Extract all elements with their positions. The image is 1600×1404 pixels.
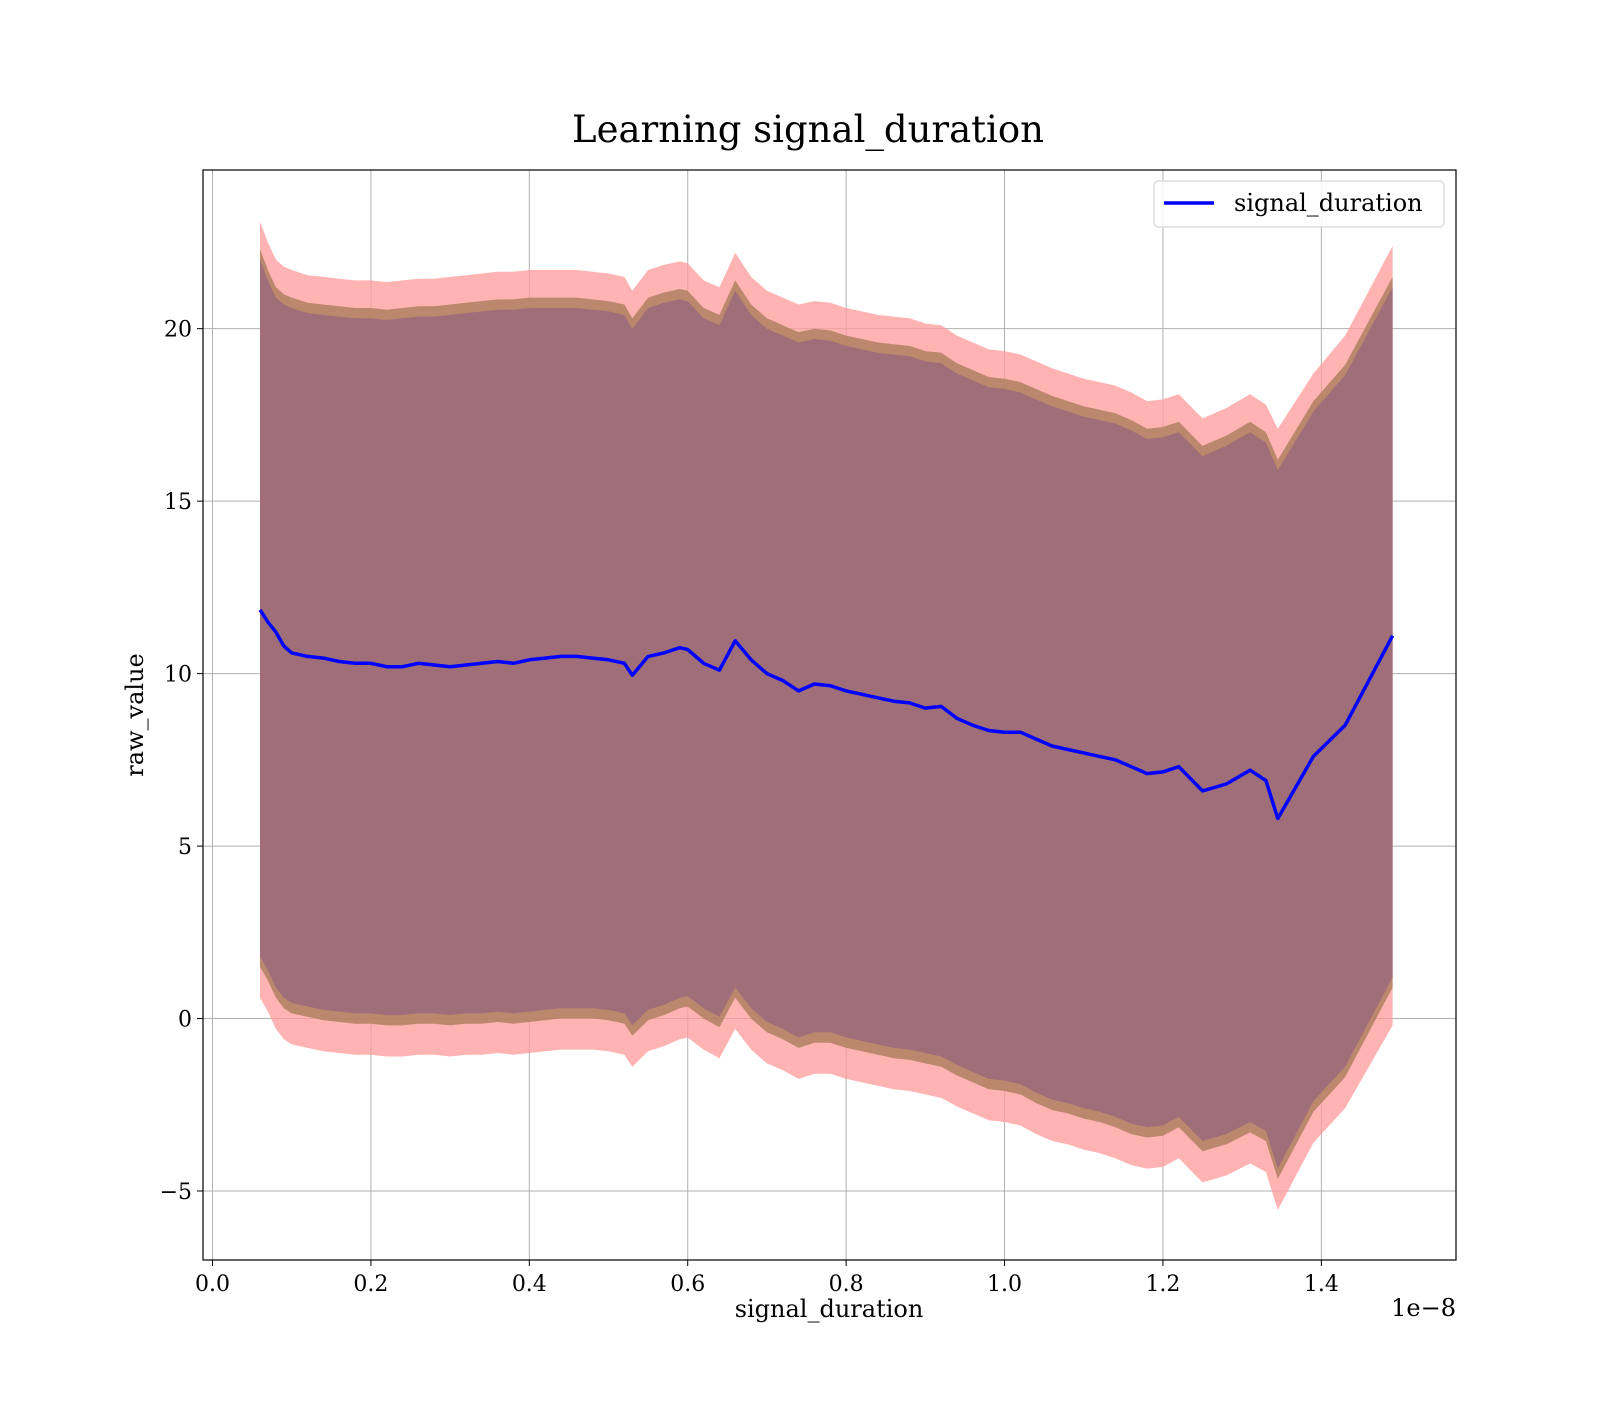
- x-tick-label: 0.0: [195, 1272, 230, 1297]
- confidence-bands: [260, 221, 1393, 1210]
- y-axis-ticks: −5 0 5 10 15 20: [160, 318, 203, 1205]
- y-tick-label: 15: [164, 490, 192, 515]
- y-tick-label: −5: [160, 1180, 192, 1205]
- legend-box: [1153, 180, 1445, 228]
- x-tick-label: 1.0: [987, 1272, 1022, 1297]
- series-lines: [258, 608, 1395, 821]
- y-tick-label: 10: [164, 663, 192, 688]
- legend-label: signal_duration: [1234, 189, 1423, 217]
- plot-frame: [202, 169, 1457, 1261]
- x-axis-label: signal_duration: [735, 1295, 924, 1323]
- x-tick-label: 1.2: [1145, 1272, 1180, 1297]
- x-axis-offset-label: 1e−8: [1391, 1294, 1456, 1322]
- y-tick-label: 5: [178, 835, 192, 860]
- legend: signal_duration: [1153, 180, 1445, 228]
- series-line-signal-duration: [258, 608, 1395, 821]
- y-axis-label: raw_value: [121, 653, 149, 777]
- chart-title: Learning signal_duration: [572, 108, 1044, 152]
- y-tick-label: 20: [164, 318, 192, 343]
- y-tick-label: 0: [178, 1008, 192, 1033]
- x-tick-label: 1.4: [1304, 1272, 1339, 1297]
- x-tick-label: 0.6: [670, 1272, 705, 1297]
- x-axis-ticks: 0.0 0.2 0.4 0.6 0.8 1.0 1.2 1.4: [195, 1260, 1339, 1297]
- x-tick-label: 0.8: [829, 1272, 864, 1297]
- x-tick-label: 0.2: [353, 1272, 388, 1297]
- x-tick-label: 0.4: [512, 1272, 547, 1297]
- band-inner: [260, 259, 1393, 1169]
